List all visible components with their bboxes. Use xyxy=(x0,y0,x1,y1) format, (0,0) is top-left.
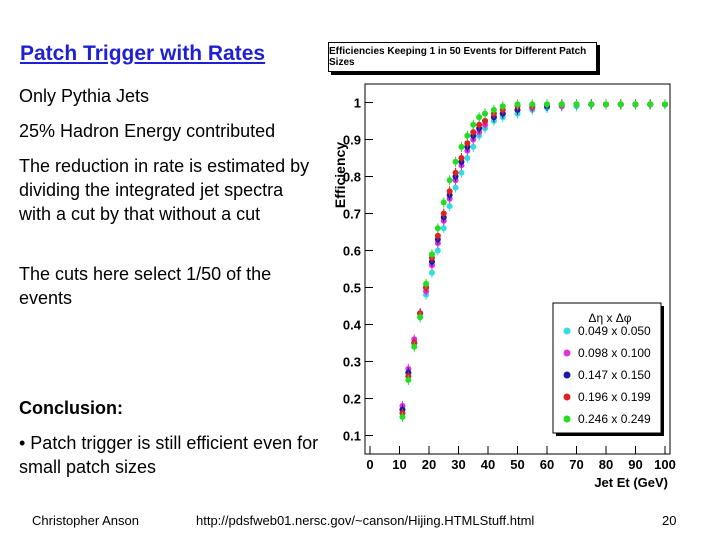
data-point xyxy=(428,269,435,276)
y-tick-label: 0.4 xyxy=(343,318,362,333)
legend-box xyxy=(552,302,662,434)
data-point xyxy=(514,101,521,108)
y-tick-label: 0.2 xyxy=(343,392,361,407)
data-point xyxy=(458,143,465,150)
data-point xyxy=(452,158,459,165)
data-point xyxy=(440,199,447,206)
data-point xyxy=(544,101,550,108)
legend-marker xyxy=(563,415,571,423)
data-point xyxy=(662,101,668,108)
data-point xyxy=(490,106,497,113)
x-tick-label: 40 xyxy=(481,457,495,472)
legend-marker xyxy=(563,393,571,401)
data-point xyxy=(458,155,465,161)
text-rate-reduction: The reduction in rate is estimated by di… xyxy=(19,156,310,224)
y-tick-label: 1 xyxy=(354,96,361,111)
text-conclusion-heading: Conclusion: xyxy=(19,398,123,418)
data-point xyxy=(434,247,441,254)
data-point xyxy=(573,101,580,108)
legend-marker xyxy=(563,349,571,357)
data-point xyxy=(470,121,477,128)
data-point xyxy=(588,101,595,108)
x-tick-label: 80 xyxy=(599,457,613,472)
data-point xyxy=(476,121,483,128)
y-tick-label: 0.5 xyxy=(343,281,361,296)
legend-header: Δη x Δφ xyxy=(588,311,631,325)
footer-author: Christopher Anson xyxy=(32,513,139,528)
y-tick-label: 0.8 xyxy=(343,170,361,185)
data-point xyxy=(632,101,639,108)
data-point xyxy=(482,118,489,124)
data-point xyxy=(446,188,453,195)
data-point xyxy=(399,414,406,420)
data-point xyxy=(405,377,412,383)
x-tick-label: 20 xyxy=(422,457,436,472)
data-point xyxy=(603,101,609,108)
slide-title[interactable]: Patch Trigger with Rates xyxy=(20,42,266,65)
data-point xyxy=(434,225,441,232)
legend-label: 0.246 x 0.249 xyxy=(578,412,651,426)
data-point xyxy=(464,140,471,147)
data-point xyxy=(411,343,418,350)
data-point xyxy=(529,101,536,108)
data-point xyxy=(446,203,453,210)
text-conclusion-point: • Patch trigger is still efficient even … xyxy=(19,433,319,477)
x-tick-label: 60 xyxy=(540,457,554,472)
data-point xyxy=(482,110,489,117)
x-tick-label: 0 xyxy=(366,457,373,472)
legend-marker xyxy=(563,327,571,335)
legend-label: 0.098 x 0.100 xyxy=(578,346,651,360)
data-point xyxy=(558,101,565,108)
legend-label: 0.196 x 0.199 xyxy=(578,390,651,404)
y-tick-label: 0.6 xyxy=(343,244,361,259)
data-point xyxy=(499,103,506,110)
data-point xyxy=(452,169,459,176)
y-tick-label: 0.7 xyxy=(343,207,361,222)
x-tick-label: 90 xyxy=(628,457,642,472)
data-point xyxy=(440,225,447,232)
data-point xyxy=(423,280,430,287)
data-point xyxy=(440,210,447,217)
efficiency-chart: Efficiency Jet Et (GeV) 0.1 0.2 0.3 0.4 0.5 0… xyxy=(332,83,676,490)
legend-label: 0.147 x 0.150 xyxy=(578,368,651,382)
data-point xyxy=(470,129,477,136)
data-point xyxy=(428,251,435,258)
data-point xyxy=(464,155,471,161)
x-tick-label: 100 xyxy=(654,457,676,472)
legend-label: 0.049 x 0.050 xyxy=(578,324,651,338)
data-point xyxy=(470,143,477,150)
text-hadron-energy: 25% Hadron Energy contributed xyxy=(19,121,276,141)
data-point xyxy=(452,184,459,191)
x-tick-label: 50 xyxy=(510,457,524,472)
y-axis-label: Efficiency xyxy=(332,142,348,208)
legend: Δη x Δφ 0.049 x 0.050 0.098 x 0.100 0.147 … xyxy=(552,302,664,436)
legend-marker xyxy=(563,371,571,379)
data-point xyxy=(417,314,424,321)
data-point xyxy=(617,101,624,108)
y-tick-label: 0.3 xyxy=(343,355,361,370)
data-point xyxy=(647,101,654,108)
data-point xyxy=(434,232,441,239)
text-cuts-select: The cuts here select 1/50 of the events xyxy=(19,264,272,308)
data-point xyxy=(464,132,471,139)
x-tick-label: 10 xyxy=(392,457,406,472)
y-tick-label: 0.9 xyxy=(343,133,361,148)
text-pythia-jets: Only Pythia Jets xyxy=(19,86,150,106)
x-tick-label: 70 xyxy=(569,457,583,472)
x-axis-label: Jet Et (GeV) xyxy=(594,475,668,490)
data-point xyxy=(458,169,465,176)
data-point xyxy=(476,114,483,121)
chart-title: Efficiencies Keeping 1 in 50 Events for … xyxy=(328,42,597,72)
data-point xyxy=(446,177,453,184)
footer-url[interactable]: http://pdsfweb01.nersc.gov/~canson/Hijin… xyxy=(196,513,535,528)
footer-page-number: 20 xyxy=(662,513,677,528)
y-tick-label: 0.1 xyxy=(343,429,361,444)
x-tick-label: 30 xyxy=(451,457,465,472)
